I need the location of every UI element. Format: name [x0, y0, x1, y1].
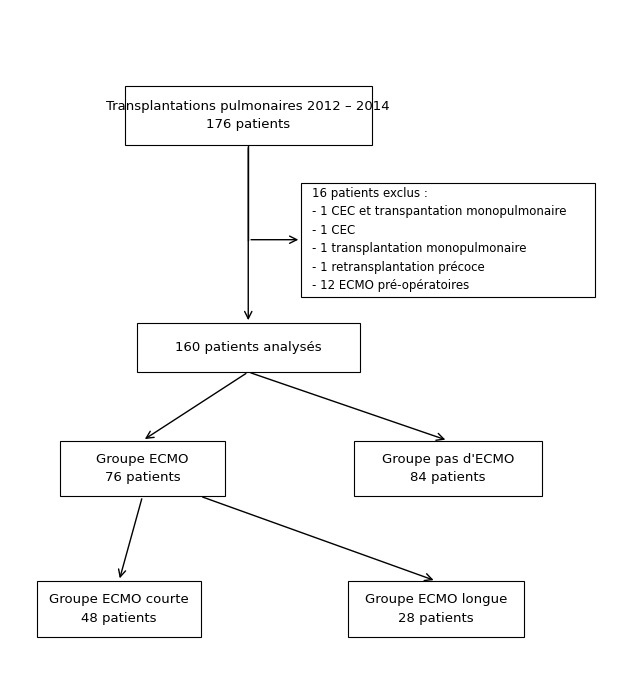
FancyBboxPatch shape	[301, 183, 595, 297]
Text: Groupe ECMO courte
48 patients: Groupe ECMO courte 48 patients	[49, 593, 189, 625]
Text: 16 patients exclus :
- 1 CEC et transpantation monopulmonaire
- 1 CEC
- 1 transp: 16 patients exclus : - 1 CEC et transpan…	[312, 187, 566, 293]
FancyBboxPatch shape	[354, 441, 542, 496]
Text: Groupe ECMO longue
28 patients: Groupe ECMO longue 28 patients	[365, 593, 508, 625]
FancyBboxPatch shape	[125, 86, 372, 145]
Text: 160 patients analysés: 160 patients analysés	[175, 341, 322, 354]
Text: Transplantations pulmonaires 2012 – 2014
176 patients: Transplantations pulmonaires 2012 – 2014…	[106, 100, 390, 131]
FancyBboxPatch shape	[37, 581, 201, 637]
FancyBboxPatch shape	[60, 441, 225, 496]
FancyBboxPatch shape	[137, 323, 360, 372]
Text: Groupe ECMO
76 patients: Groupe ECMO 76 patients	[96, 452, 189, 484]
Text: Groupe pas d'ECMO
84 patients: Groupe pas d'ECMO 84 patients	[382, 452, 514, 484]
FancyBboxPatch shape	[348, 581, 524, 637]
